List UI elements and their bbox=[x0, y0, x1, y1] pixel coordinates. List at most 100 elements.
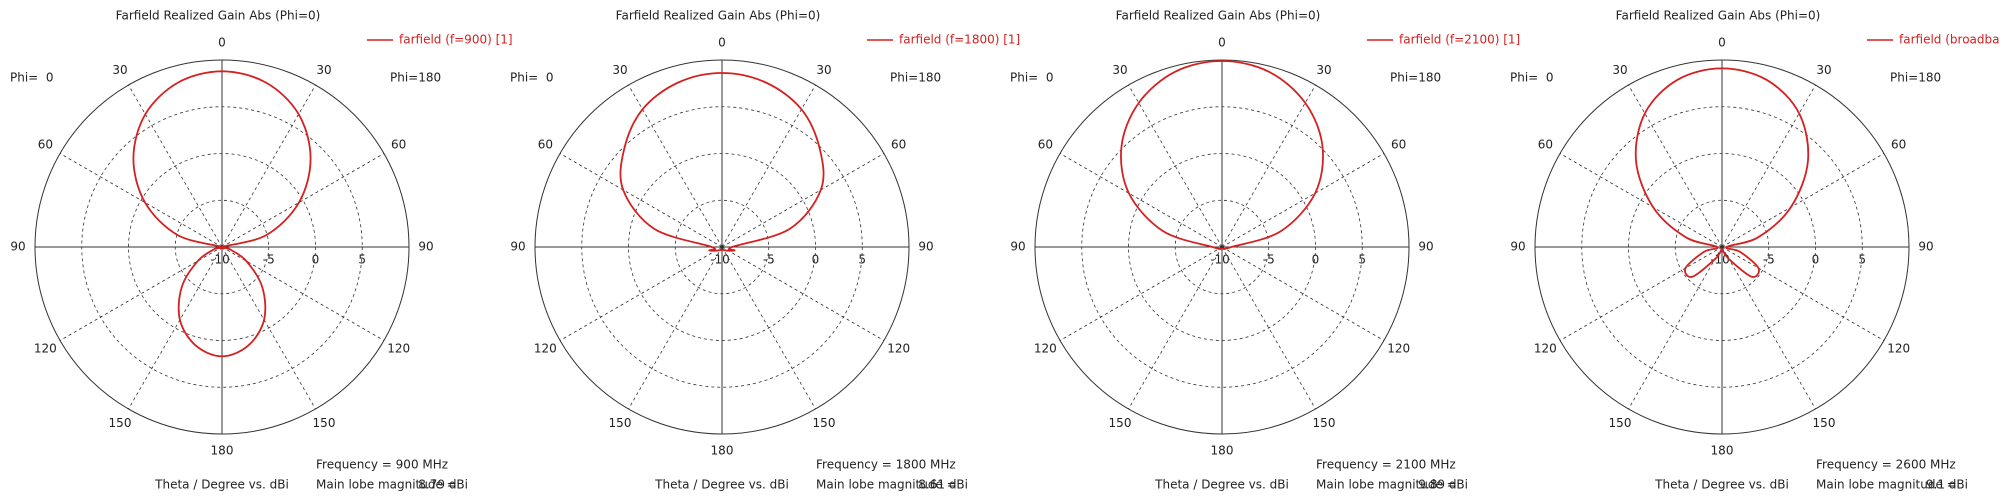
grid-spoke bbox=[221, 246, 385, 341]
r-tick-label: 0 bbox=[1312, 253, 1320, 267]
theta-tick-label: 30 bbox=[1316, 63, 1331, 77]
main-lobe-value: 8.61 dBi bbox=[918, 478, 968, 492]
grid-spoke bbox=[721, 84, 816, 248]
theta-tick-label: 150 bbox=[1813, 416, 1836, 430]
theta-tick-label: 150 bbox=[1109, 416, 1132, 430]
theta-tick-label: 90 bbox=[10, 240, 25, 254]
frequency-label: Frequency = 2100 MHz bbox=[1316, 458, 1456, 472]
theta-tick-label: 90 bbox=[1918, 240, 1933, 254]
grid-spoke bbox=[59, 246, 223, 341]
grid-spoke bbox=[1721, 84, 1816, 248]
grid-spoke bbox=[1059, 153, 1223, 248]
frequency-label: Frequency = 2600 MHz bbox=[1816, 458, 1956, 472]
left-label: Phi= 0 bbox=[1510, 71, 1554, 85]
theta-tick-label: 90 bbox=[1010, 240, 1025, 254]
frequency-label: Frequency = 1800 MHz bbox=[816, 458, 956, 472]
grid-spoke bbox=[559, 246, 723, 341]
grid-spoke bbox=[721, 246, 885, 341]
theta-tick-label: 180 bbox=[211, 444, 234, 458]
theta-tick-label: 120 bbox=[1034, 342, 1057, 356]
theta-tick-label: 0 bbox=[718, 36, 726, 50]
theta-tick-label: 120 bbox=[534, 342, 557, 356]
grid-spoke bbox=[628, 246, 723, 410]
theta-tick-label: 150 bbox=[1609, 416, 1632, 430]
main-lobe-value: 9.1 dBi bbox=[1926, 478, 1968, 492]
grid-spoke bbox=[559, 153, 723, 248]
grid-spoke bbox=[1559, 246, 1723, 341]
theta-tick-label: 180 bbox=[1211, 444, 1234, 458]
r-tick-label: -5 bbox=[763, 253, 775, 267]
theta-tick-label: 120 bbox=[387, 342, 410, 356]
theta-tick-label: 150 bbox=[109, 416, 132, 430]
theta-tick-label: 90 bbox=[918, 240, 933, 254]
theta-tick-label: 30 bbox=[1612, 63, 1627, 77]
right-label: Phi=180 bbox=[890, 71, 941, 85]
grid-spoke bbox=[721, 246, 816, 410]
r-tick-label: 5 bbox=[358, 253, 366, 267]
theta-tick-label: 60 bbox=[1538, 138, 1553, 152]
axis-label: Theta / Degree vs. dBi bbox=[1154, 478, 1289, 492]
grid-spoke bbox=[1721, 153, 1885, 248]
theta-tick-label: 30 bbox=[316, 63, 331, 77]
r-tick-label: -10 bbox=[1710, 253, 1730, 267]
chart-title: Farfield Realized Gain Abs (Phi=0) bbox=[1116, 9, 1321, 23]
frequency-label: Frequency = 900 MHz bbox=[316, 458, 448, 472]
theta-tick-label: 150 bbox=[813, 416, 836, 430]
theta-tick-label: 0 bbox=[1718, 36, 1726, 50]
grid-spoke bbox=[628, 84, 723, 248]
theta-tick-label: 0 bbox=[218, 36, 226, 50]
grid-spoke bbox=[1721, 246, 1885, 341]
grid-spoke bbox=[221, 84, 316, 248]
grid-spoke bbox=[1059, 246, 1223, 341]
main-lobe-label: Main lobe magnitude = bbox=[816, 478, 957, 492]
main-lobe-label: Main lobe magnitude = bbox=[316, 478, 457, 492]
gain-curve bbox=[619, 72, 825, 252]
theta-tick-label: 60 bbox=[1038, 138, 1053, 152]
axis-label: Theta / Degree vs. dBi bbox=[154, 478, 289, 492]
grid-spoke bbox=[1128, 84, 1223, 248]
theta-tick-label: 90 bbox=[510, 240, 525, 254]
r-tick-label: 0 bbox=[312, 253, 320, 267]
legend-label: farfield (f=900) [1] bbox=[399, 33, 513, 47]
grid-spoke bbox=[59, 153, 223, 248]
gain-curve bbox=[1634, 67, 1810, 278]
theta-tick-label: 30 bbox=[612, 63, 627, 77]
theta-tick-label: 60 bbox=[891, 138, 906, 152]
r-tick-label: 0 bbox=[1812, 253, 1820, 267]
r-tick-label: -10 bbox=[1210, 253, 1230, 267]
left-label: Phi= 0 bbox=[1010, 71, 1054, 85]
theta-tick-label: 180 bbox=[1711, 444, 1734, 458]
gain-curve bbox=[1120, 60, 1324, 250]
theta-tick-label: 90 bbox=[418, 240, 433, 254]
grid-spoke bbox=[1128, 246, 1223, 410]
grid-spoke bbox=[1221, 153, 1385, 248]
axis-label: Theta / Degree vs. dBi bbox=[1654, 478, 1789, 492]
theta-tick-label: 60 bbox=[538, 138, 553, 152]
grid-spoke bbox=[1721, 246, 1816, 410]
legend-label: farfield (f=1800) [1] bbox=[899, 33, 1020, 47]
r-tick-label: -5 bbox=[1763, 253, 1775, 267]
r-tick-label: 0 bbox=[812, 253, 820, 267]
theta-tick-label: 120 bbox=[34, 342, 57, 356]
r-tick-label: -5 bbox=[1263, 253, 1275, 267]
theta-tick-label: 150 bbox=[1313, 416, 1336, 430]
chart-title: Farfield Realized Gain Abs (Phi=0) bbox=[1616, 9, 1821, 23]
chart-title: Farfield Realized Gain Abs (Phi=0) bbox=[616, 9, 821, 23]
main-lobe-label: Main lobe magnitude = bbox=[1816, 478, 1957, 492]
grid-spoke bbox=[1221, 246, 1316, 410]
grid-spoke bbox=[1221, 84, 1316, 248]
theta-tick-label: 30 bbox=[1816, 63, 1831, 77]
theta-tick-label: 30 bbox=[112, 63, 127, 77]
theta-tick-label: 60 bbox=[1891, 138, 1906, 152]
theta-tick-label: 150 bbox=[313, 416, 336, 430]
theta-tick-label: 180 bbox=[711, 444, 734, 458]
grid-spoke bbox=[128, 84, 223, 248]
main-lobe-value: 9.89 dBi bbox=[1418, 478, 1468, 492]
grid-spoke bbox=[1628, 246, 1723, 410]
gain-curve bbox=[132, 70, 312, 358]
r-tick-label: -5 bbox=[263, 253, 275, 267]
grid-spoke bbox=[128, 246, 223, 410]
legend-label: farfield (broadband) [1] bbox=[1899, 33, 2000, 47]
right-label: Phi=180 bbox=[390, 71, 441, 85]
